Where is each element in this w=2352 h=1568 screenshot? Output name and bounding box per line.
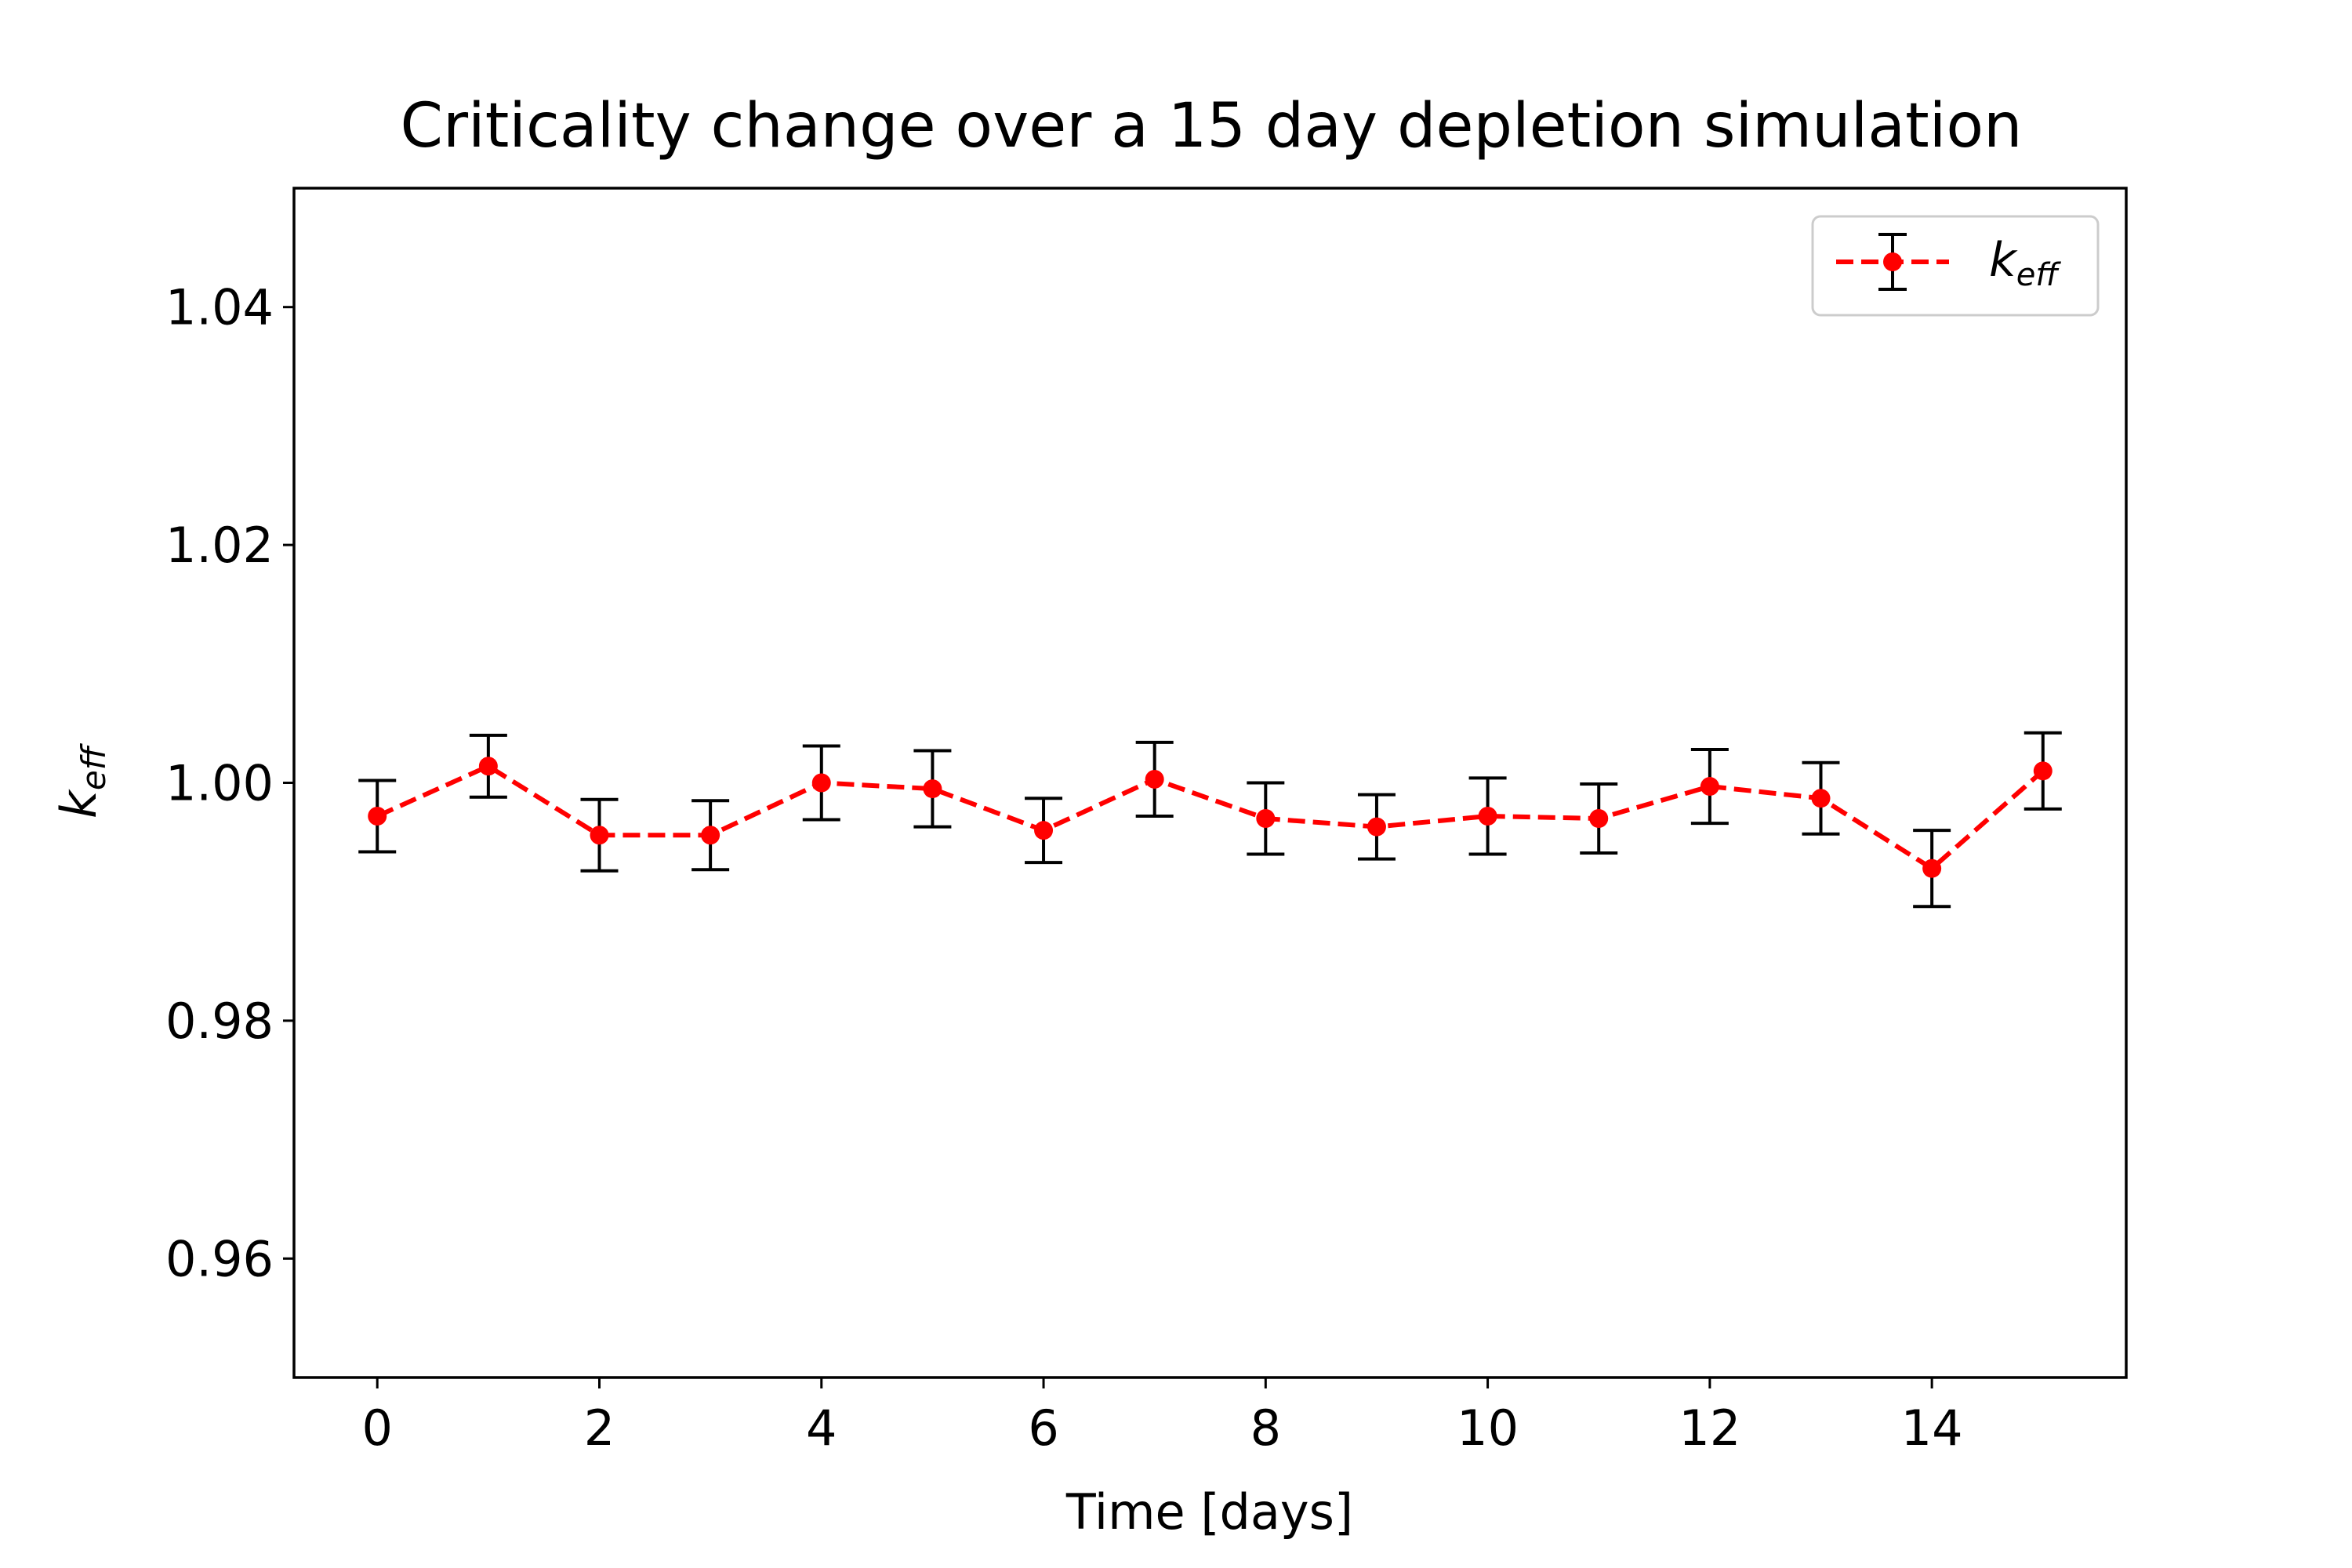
data-point [1145,769,1164,789]
y-axis-label-sub: eff [74,742,113,790]
data-point [1367,817,1386,837]
data-point [2033,761,2053,781]
x-axis-label: Time [days] [1065,1483,1353,1541]
y-tick-label: 0.96 [165,1230,274,1287]
y-tick-label: 1.00 [165,755,274,812]
data-point [1034,821,1054,840]
data-point [1700,777,1719,797]
data-point [1478,806,1497,826]
chart-title: Criticality change over a 15 day depleti… [401,91,2023,162]
y-axis-label-base: k [50,789,107,818]
x-tick-label: 14 [1901,1399,1963,1457]
legend-label-sub: eff [2016,257,2062,293]
data-point [368,806,387,826]
x-tick-label: 4 [806,1399,837,1457]
x-tick-label: 10 [1457,1399,1519,1457]
series-line [376,763,2045,872]
data-point [1589,809,1609,829]
legend-label-base: k [1989,233,2018,288]
y-tick-label: 1.04 [165,279,274,336]
plot-area: 0 2 4 6 8 10 12 14 0.96 0.98 1.00 1.02 1.04 [165,187,2128,1457]
data-point [1256,809,1276,829]
data-point [1811,789,1831,808]
y-tick-label: 0.98 [165,993,274,1050]
y-axis-label: keff [50,742,113,818]
legend: keff [1811,215,2100,317]
x-tick-label: 6 [1028,1399,1058,1457]
x-tick-label: 2 [584,1399,615,1457]
x-axis: 0 2 4 6 8 10 12 14 [362,1377,1963,1457]
x-tick-label: 8 [1250,1399,1281,1457]
data-point [478,757,498,776]
data-point [811,773,831,793]
series-layer [358,731,2062,909]
data-point [923,779,942,799]
plot-frame [292,187,2128,1379]
x-tick-label: 0 [362,1399,393,1457]
y-axis: 0.96 0.98 1.00 1.02 1.04 [165,279,294,1287]
legend-label: keff [1989,233,2061,293]
legend-marker [1883,252,1902,271]
y-tick-label: 1.02 [165,517,274,574]
data-point [1922,858,1942,878]
data-point [590,826,609,845]
x-tick-label: 12 [1679,1399,1740,1457]
data-point [701,826,720,845]
plot-background [294,188,2126,1377]
